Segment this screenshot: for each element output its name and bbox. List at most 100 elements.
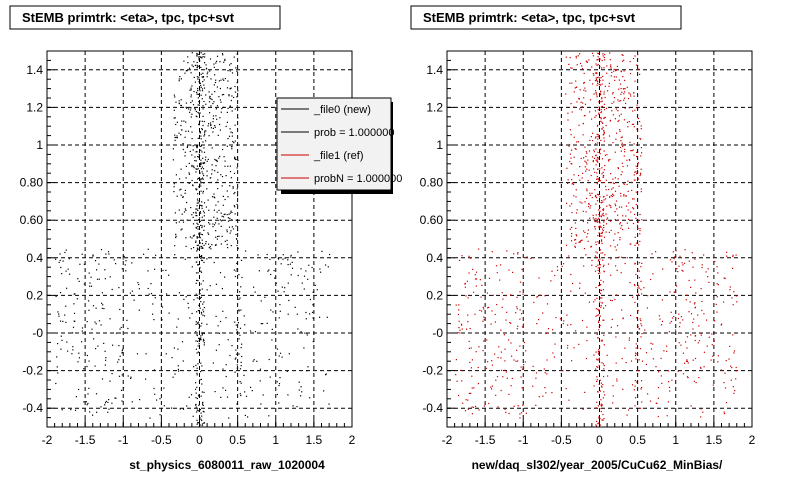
data-point [200,337,202,339]
data-point [483,308,485,310]
data-point [125,260,127,262]
data-point [596,172,598,174]
data-point [287,313,289,315]
data-point [202,280,204,282]
data-point [578,343,580,345]
data-point [312,341,314,343]
data-point [199,211,201,213]
data-point [202,338,205,340]
data-point [198,153,200,155]
data-point [700,416,702,418]
data-point [229,212,231,214]
data-point [100,249,103,251]
data-point [224,77,226,80]
data-point [199,165,201,167]
data-point [183,120,185,122]
data-point [599,77,601,79]
data-point [203,84,205,86]
data-point [594,110,597,112]
data-point [688,279,690,282]
data-point [542,312,544,314]
data-point [200,56,202,58]
data-point [567,324,569,326]
data-point [625,195,627,197]
data-point [600,226,602,228]
data-point [229,185,231,187]
data-point [214,74,216,76]
data-point [174,134,176,136]
data-point [471,406,473,408]
data-point [254,331,257,333]
data-point [226,111,228,113]
data-point [198,112,200,114]
data-point [571,111,573,113]
data-point [682,373,685,375]
data-point [597,351,599,353]
data-point [519,417,521,419]
data-point [109,318,111,320]
data-point [201,177,204,179]
data-point [201,128,203,130]
data-point [200,270,202,272]
data-point [633,154,635,156]
data-point [196,311,198,313]
data-point [519,318,521,320]
data-point [600,101,602,103]
data-point [570,103,572,105]
x-tick-label: 1 [272,433,279,447]
data-point [500,264,502,266]
data-point [100,406,102,408]
data-point [598,217,600,219]
data-point [211,169,213,171]
data-point [193,167,195,169]
data-point [538,319,540,321]
data-point [456,380,458,382]
data-point [543,368,545,370]
data-point [724,387,727,389]
data-point [228,95,230,97]
x-tick-label: 0 [196,433,203,447]
data-point [610,206,612,209]
data-point [598,309,600,311]
data-point [598,310,600,312]
data-point [597,134,599,136]
data-point [615,362,617,364]
data-point [213,209,215,211]
data-point [280,263,282,265]
data-point [599,168,601,170]
data-point [225,364,227,366]
data-point [187,62,189,64]
data-point [634,385,636,387]
data-point [174,212,176,214]
data-point [513,359,515,361]
data-point [597,135,599,137]
data-point [597,81,599,83]
data-point [625,205,628,207]
data-point [542,395,544,397]
data-point [630,95,632,97]
data-point [196,202,198,204]
data-point [596,72,598,75]
data-point [578,124,580,126]
data-point [619,83,622,85]
data-point [598,320,600,322]
data-point [172,376,174,378]
data-point [76,298,78,300]
data-point [195,188,197,190]
data-point [598,232,600,234]
data-point [207,199,209,201]
data-point [488,402,490,405]
data-point [640,125,642,127]
data-point [617,99,619,101]
data-point [634,171,636,173]
right-points [455,52,738,427]
data-point [504,360,506,362]
data-point [638,68,640,70]
data-point [600,289,602,291]
data-point [674,256,676,258]
data-point [521,268,523,270]
data-point [227,339,229,341]
data-point [225,389,227,391]
data-point [201,166,203,168]
data-point [640,323,642,325]
